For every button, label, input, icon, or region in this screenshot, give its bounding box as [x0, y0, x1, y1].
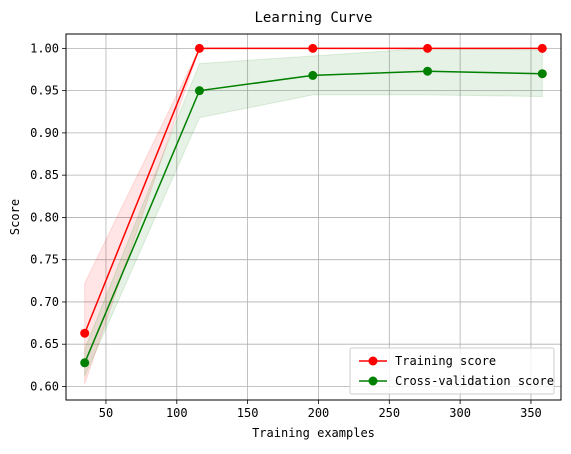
series-markers	[80, 43, 547, 368]
grid-lines	[66, 34, 561, 400]
y-tick-label: 0.80	[30, 210, 59, 224]
y-axis-label: Score	[8, 199, 22, 235]
point-training	[537, 43, 547, 53]
band-cross-validation	[84, 47, 543, 377]
legend-frame	[349, 347, 555, 395]
point-training	[308, 43, 318, 53]
chart-title: Learning Curve	[254, 10, 372, 26]
x-axis-label: Training examples	[252, 426, 375, 440]
x-tick-label: 300	[449, 406, 471, 420]
x-tick-label: 50	[99, 406, 113, 420]
y-axis-ticks: 0.60 0.65 0.70 0.75 0.80 0.85 0.90 0.95 1.00	[30, 41, 66, 393]
plot-frame	[65, 33, 562, 401]
x-tick-label: 350	[520, 406, 542, 420]
y-tick-label: 0.65	[30, 337, 59, 351]
legend-marker-cross-validation	[368, 376, 378, 386]
x-tick-label: 250	[378, 406, 400, 420]
x-tick-label: 100	[166, 406, 188, 420]
y-tick-label: 0.60	[30, 379, 59, 393]
point-cross-validation	[308, 70, 318, 80]
x-tick-label: 200	[308, 406, 330, 420]
point-training	[423, 43, 433, 53]
y-tick-label: 0.90	[30, 126, 59, 140]
y-tick-label: 0.95	[30, 84, 59, 98]
legend-marker-training	[368, 356, 378, 366]
legend-label-cross-validation: Cross-validation score	[395, 374, 554, 388]
y-tick-label: 0.85	[30, 168, 59, 182]
point-cross-validation	[194, 86, 204, 96]
point-cross-validation	[423, 66, 433, 76]
y-tick-label: 1.00	[30, 41, 59, 55]
point-training	[194, 43, 204, 53]
point-training	[80, 328, 90, 338]
point-cross-validation	[80, 358, 90, 368]
x-tick-label: 150	[237, 406, 259, 420]
y-tick-label: 0.70	[30, 295, 59, 309]
point-cross-validation	[537, 69, 547, 79]
legend: Training score Cross-validation score	[349, 347, 555, 395]
y-tick-label: 0.75	[30, 253, 59, 267]
x-axis-ticks: 50 100 150 200 250 300 350	[99, 400, 542, 420]
legend-label-training: Training score	[395, 354, 496, 368]
